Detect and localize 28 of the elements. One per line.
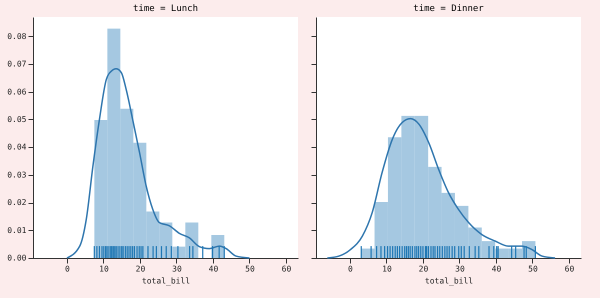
y-tick-label: 0.04: [7, 142, 27, 152]
x-tick-label: 40: [208, 264, 218, 274]
y-tick-label: 0.02: [7, 198, 27, 208]
x-axis-title: total_bill: [424, 276, 474, 286]
x-tick-label: 0: [65, 264, 70, 274]
x-tick-label: 20: [136, 264, 146, 274]
line-series: [66, 68, 250, 259]
x-tick-label: 50: [245, 264, 255, 274]
x-tick-label: 30: [455, 264, 465, 274]
x-tick-label: 30: [172, 264, 182, 274]
x-tick-label: 0: [348, 264, 354, 274]
chart-title: time = Lunch: [132, 4, 198, 14]
x-tick-label: 10: [382, 264, 392, 274]
x-tick-label: 60: [564, 264, 574, 274]
y-tick-label: 0.08: [7, 32, 27, 41]
x-tick-label: 20: [418, 264, 428, 274]
y-tick-label: 0.06: [7, 87, 27, 96]
y-tick-label: 0.03: [7, 170, 27, 180]
y-tick-label: 0.00: [7, 254, 27, 262]
chart-title: time = Dinner: [413, 4, 484, 14]
x-tick-label: 10: [99, 264, 109, 274]
y-tick-label: 0.05: [7, 114, 27, 124]
x-tick-label: 60: [282, 264, 292, 274]
x-axis-title: total_bill: [142, 276, 190, 286]
x-tick-label: 40: [492, 264, 502, 274]
y-tick-label: 0.01: [7, 226, 27, 235]
y-tick-label: 0.07: [7, 60, 27, 69]
x-tick-label: 50: [528, 264, 538, 274]
